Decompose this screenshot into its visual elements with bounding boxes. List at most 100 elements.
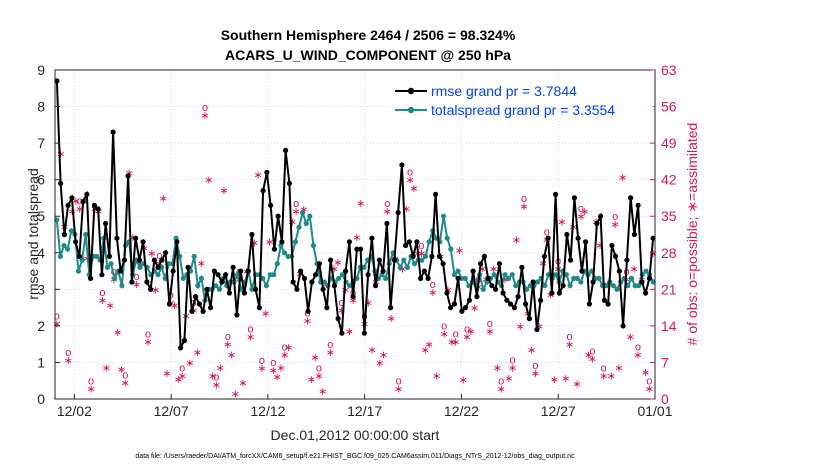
rmse-point (500, 290, 506, 296)
obs-assimilated-marker: ∗ (573, 378, 582, 390)
rmse-point (549, 290, 555, 296)
obs-possible-marker: o (259, 355, 265, 367)
rmse-point (395, 210, 401, 216)
obs-possible-marker: o (99, 287, 105, 299)
obs-assimilated-marker: ∗ (550, 374, 559, 386)
y-tick-left-label: 2 (37, 318, 45, 334)
totalspread-point (180, 275, 186, 281)
obs-assimilated-marker: ∗ (276, 363, 285, 375)
totalspread-point (401, 257, 407, 263)
rmse-point (541, 253, 548, 259)
totalspread-point (397, 264, 403, 270)
totalspread-point (191, 253, 197, 259)
rmse-point (388, 305, 394, 311)
rmse-point (579, 268, 585, 274)
obs-assimilated-marker: ∗ (341, 284, 350, 296)
totalspread-point (578, 279, 584, 285)
obs-possible-marker: o (612, 211, 618, 223)
rmse-point (373, 283, 379, 289)
obs-possible-marker: o (646, 376, 652, 388)
rmse-point (155, 264, 161, 270)
totalspread-point (61, 242, 67, 249)
rmse-point (110, 129, 116, 135)
rmse-point (418, 275, 424, 281)
totalspread-point (75, 268, 82, 274)
rmse-point (305, 308, 311, 314)
rmse-point (478, 261, 484, 267)
obs-assimilated-marker: ∗ (459, 375, 468, 387)
totalspread-point (502, 272, 508, 278)
obs-possible-marker: o (270, 357, 276, 369)
obs-assimilated-marker: ∗ (516, 321, 525, 333)
rmse-point (106, 253, 112, 259)
rmse-point (515, 294, 521, 300)
totalspread-point (422, 253, 429, 259)
rmse-point (189, 308, 195, 314)
totalspread-point (267, 272, 273, 278)
rmse-point (530, 279, 536, 285)
obs-assimilated-marker: ∗ (648, 248, 657, 260)
obs-assimilated-marker: ∗ (508, 363, 517, 375)
rmse-point (129, 279, 135, 285)
rmse-point (181, 337, 187, 344)
obs-assimilated-marker: ∗ (223, 339, 232, 351)
totalspread-point (509, 272, 515, 278)
rmse-point (598, 213, 604, 219)
rmse-point (361, 330, 367, 336)
obs-possible-marker: o (54, 310, 60, 322)
rmse-point (298, 268, 304, 274)
totalspread-point (448, 246, 454, 252)
obs-assimilated-marker: ∗ (52, 318, 61, 330)
obs-possible-marker: o (145, 329, 151, 341)
rmse-point (421, 268, 427, 274)
totalspread-point (441, 213, 447, 219)
rmse-point (114, 235, 120, 241)
rmse-point (163, 250, 169, 256)
obs-possible-marker: o (339, 297, 345, 309)
rmse-point (174, 239, 180, 245)
totalspread-point (412, 261, 418, 267)
rmse-point (136, 257, 142, 263)
y-tick-left-label: 1 (37, 354, 45, 370)
obs-possible-marker: o (418, 240, 424, 252)
obs-possible-marker: o (327, 339, 333, 351)
obs-assimilated-marker: ∗ (212, 379, 221, 391)
rmse-point (193, 294, 199, 300)
obs-assimilated-marker: ∗ (424, 339, 433, 351)
totalspread-point (166, 261, 172, 267)
y-tick-right-label: 49 (661, 135, 677, 151)
rmse-point (553, 191, 559, 197)
rmse-point (493, 286, 499, 292)
obs-assimilated-marker: ∗ (273, 372, 282, 384)
obs-assimilated-marker: ∗ (588, 353, 597, 365)
x-tick-label: 12/02 (57, 403, 92, 419)
obs-assimilated-marker: ∗ (254, 169, 263, 181)
totalspread-point (112, 275, 118, 281)
rmse-point (95, 206, 101, 212)
rmse-point (313, 272, 319, 278)
rmse-point (508, 301, 514, 307)
rmse-point (316, 261, 322, 267)
obs-assimilated-marker: ∗ (519, 201, 528, 213)
obs-assimilated-marker: ∗ (367, 344, 376, 356)
obs-assimilated-marker: ∗ (193, 347, 202, 359)
obs-possible-marker: o (248, 323, 254, 335)
obs-assimilated-marker: ∗ (162, 368, 171, 380)
obs-assimilated-marker: ∗ (174, 374, 183, 386)
obs-possible-marker: o (77, 195, 83, 207)
obs-assimilated-marker: ∗ (178, 371, 187, 383)
obs-possible-marker: o (578, 203, 584, 215)
totalspread-point (213, 283, 219, 289)
rmse-point (440, 261, 446, 267)
obs-possible-marker: o (179, 363, 185, 375)
obs-assimilated-marker: ∗ (630, 263, 639, 275)
obs-assimilated-marker: ∗ (398, 263, 407, 275)
rmse-point (519, 264, 525, 270)
rmse-point (384, 220, 390, 227)
obs-assimilated-marker: ∗ (280, 350, 289, 362)
rmse-point (99, 272, 105, 278)
obs-assimilated-marker: ∗ (546, 290, 555, 302)
rmse-point (264, 169, 270, 175)
rmse-point (170, 268, 176, 274)
totalspread-point (292, 239, 298, 245)
